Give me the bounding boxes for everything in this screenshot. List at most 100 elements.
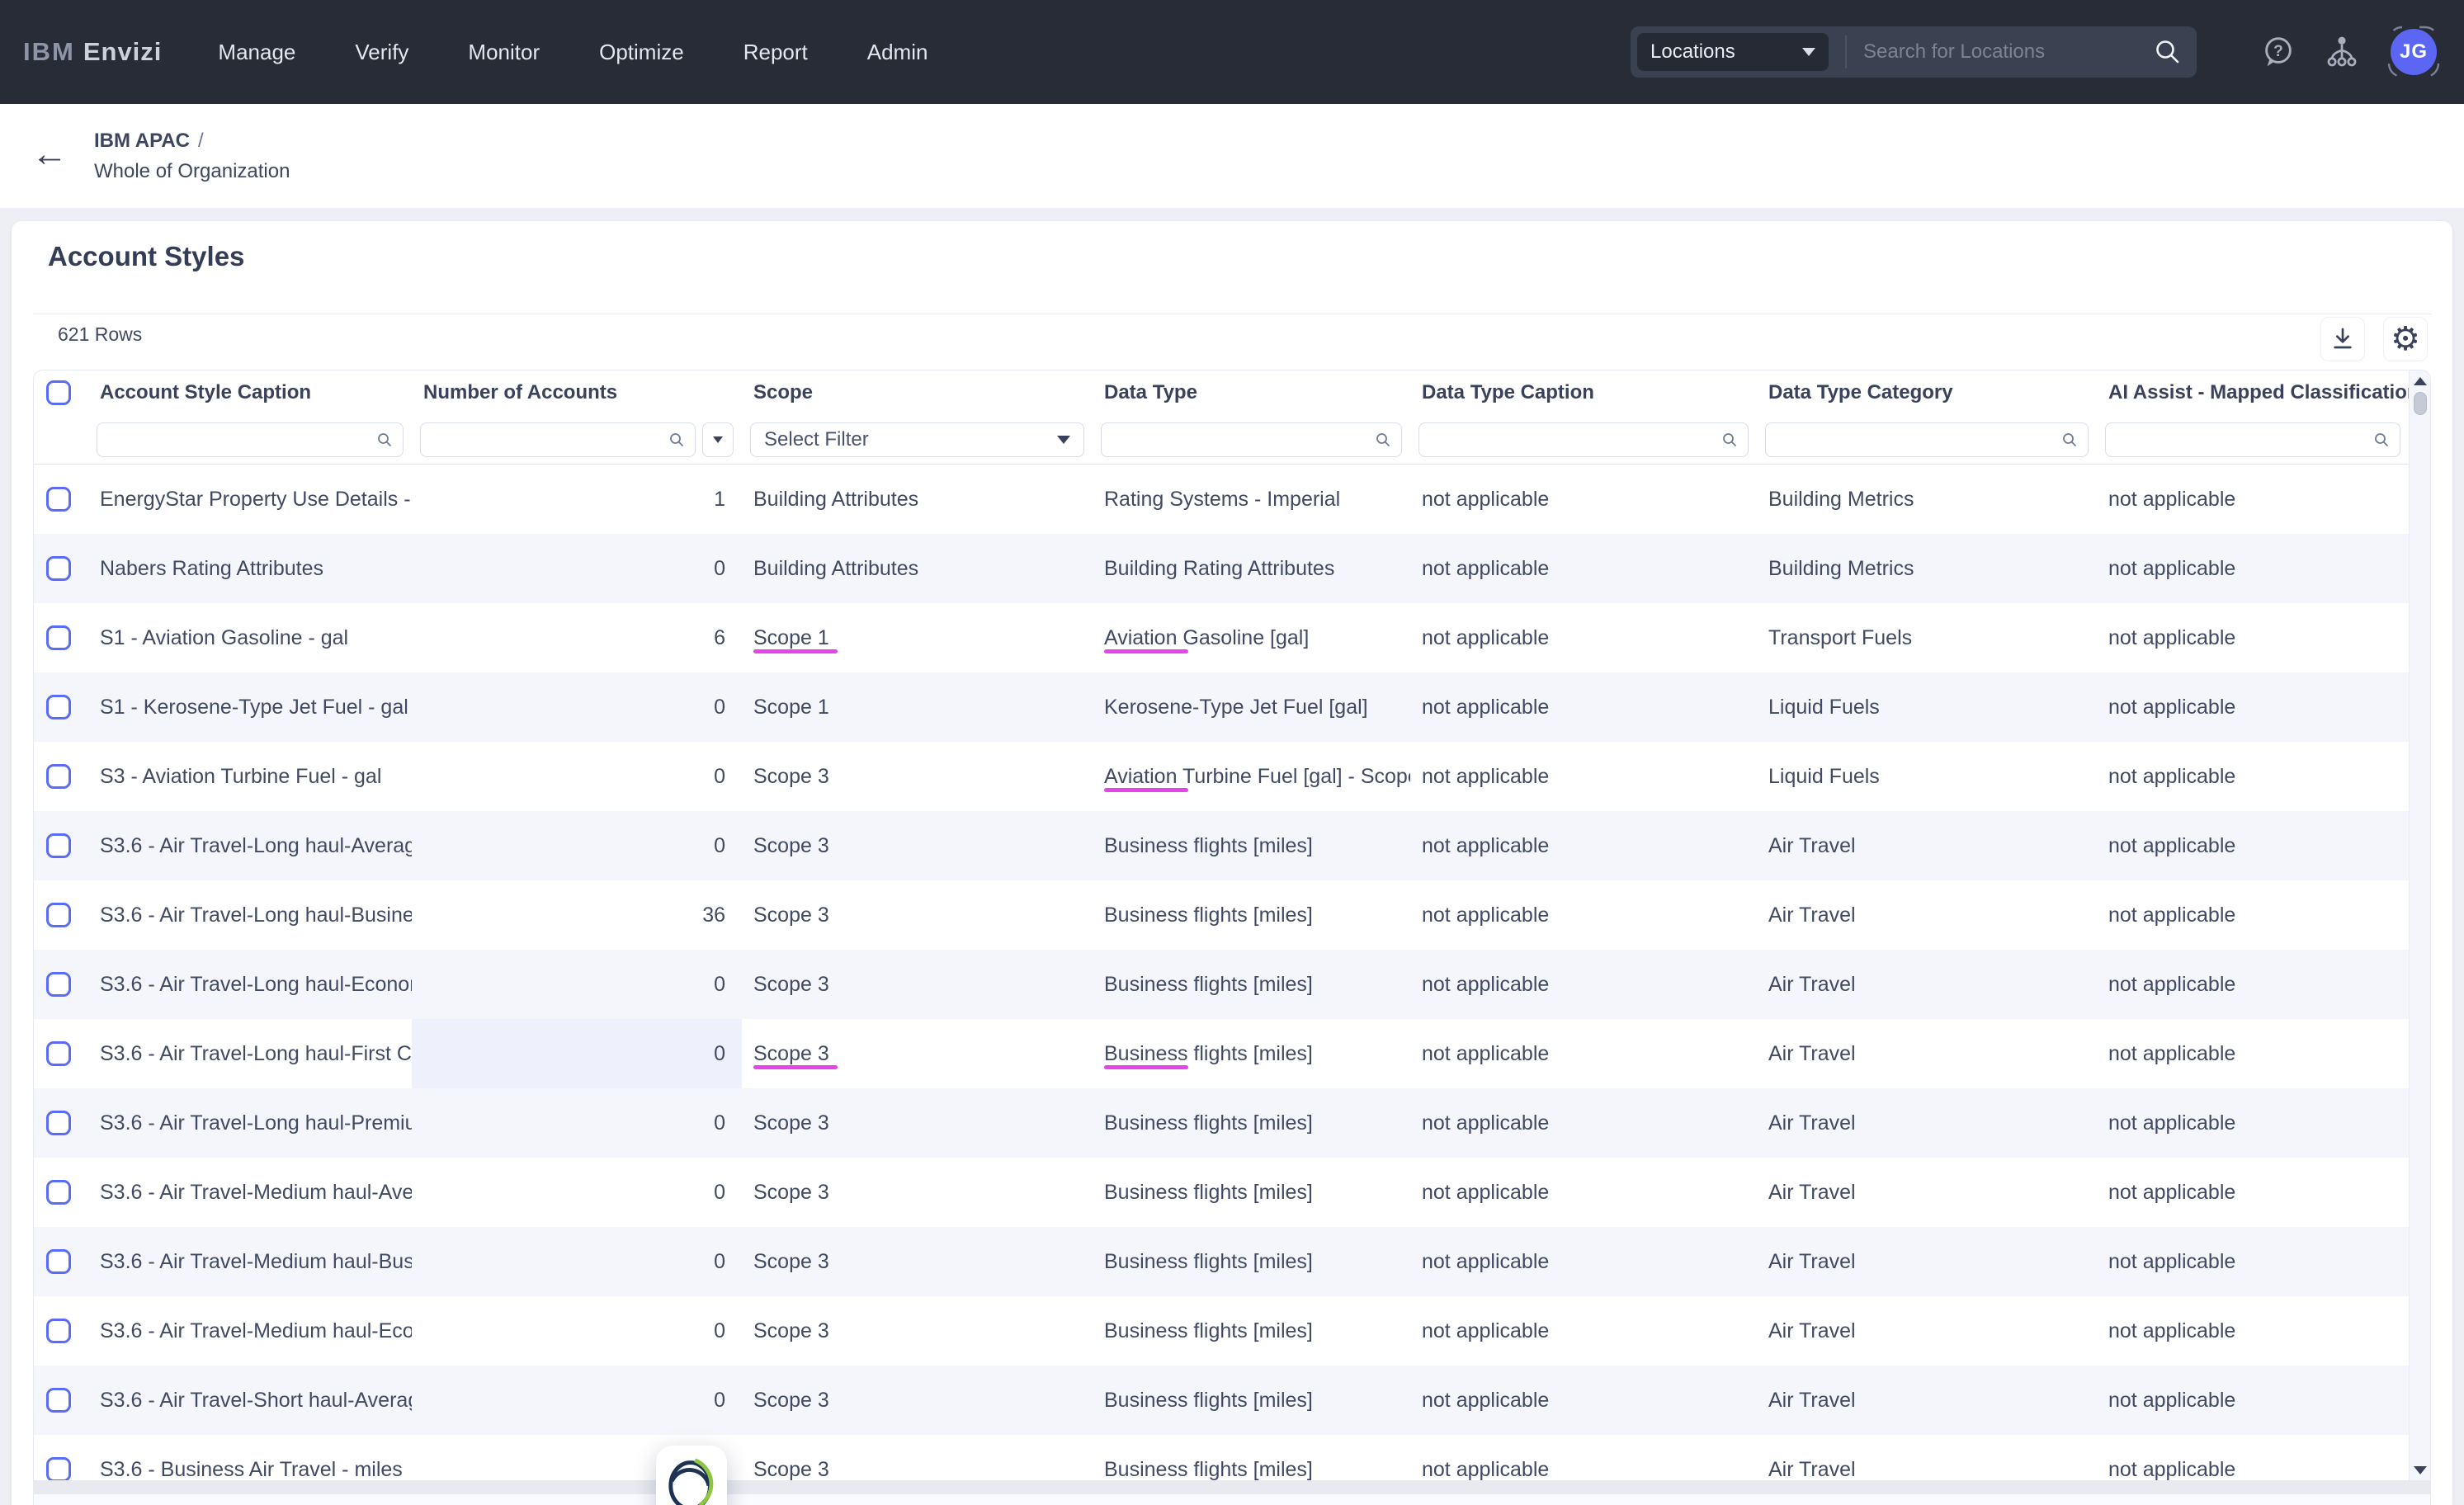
help-icon[interactable]: ? [2259,33,2297,71]
cell-data-type-category: Liquid Fuels [1757,672,2097,742]
select-all-checkbox[interactable] [46,380,71,405]
table-body: EnergyStar Property Use Details - O... 1… [34,465,2409,1504]
scroll-up-arrow-icon[interactable] [2414,377,2427,385]
row-checkbox[interactable] [46,1041,71,1066]
cell-scope: Scope 3 [742,1296,1093,1366]
cell-data-type-category: Air Travel [1757,880,2097,950]
back-button[interactable]: ← [31,136,68,172]
org-hierarchy-icon[interactable] [2324,34,2360,70]
cell-number-of-accounts: 0 [412,811,742,880]
grid-bottom-cover [34,1494,2430,1505]
filter-data-type-input[interactable] [1102,423,1401,456]
cell-account-style-caption: S3.6 - Air Travel-Long haul-Busines... [88,880,412,950]
table-row[interactable]: S3.6 - Air Travel-Long haul-Premiu... 0 … [34,1088,2409,1158]
cell-scope: Scope 1 [742,672,1093,742]
filter-scope-select[interactable]: Select Filter [750,422,1084,457]
row-checkbox[interactable] [46,487,71,512]
table-toolbar-actions: ⚙ [2320,317,2428,361]
table-row[interactable]: S1 - Aviation Gasoline - gal 6 Scope 1 A… [34,603,2409,672]
row-checkbox[interactable] [46,1319,71,1343]
cell-ai-assist: not applicable [2097,1088,2409,1158]
row-checkbox[interactable] [46,972,71,997]
table-row[interactable]: Nabers Rating Attributes 0 Building Attr… [34,534,2409,603]
cell-number-of-accounts: 0 [412,1296,742,1366]
table-row[interactable]: S3.6 - Air Travel-Medium haul-Busi... 0 … [34,1227,2409,1296]
filter-data-type-category-input[interactable] [1766,423,2088,456]
row-checkbox[interactable] [46,764,71,789]
cell-account-style-caption: S3.6 - Air Travel-Medium haul-Busi... [88,1227,412,1296]
filter-data-type-caption-input[interactable] [1419,423,1748,456]
cell-data-type-caption: not applicable [1410,1158,1757,1227]
col-header-account-style-caption[interactable]: Account Style Caption [88,381,412,404]
filter-ai-assist-input[interactable] [2106,423,2400,456]
envizi-logo[interactable]: IBM Envizi [23,37,162,67]
breadcrumb-parent[interactable]: IBM APAC [94,130,190,152]
search-input[interactable] [1847,40,2154,64]
row-checkbox[interactable] [46,1457,71,1482]
cell-account-style-caption: S3 - Aviation Turbine Fuel - gal [88,742,412,811]
row-checkbox[interactable] [46,695,71,719]
cell-number-of-accounts: 0 [412,742,742,811]
row-checkbox[interactable] [46,556,71,581]
vertical-scrollbar[interactable] [2409,370,2430,1481]
row-checkbox[interactable] [46,1249,71,1274]
cell-number-of-accounts: 0 [412,1366,742,1435]
col-header-data-type-caption[interactable]: Data Type Caption [1410,381,1757,404]
cell-data-type: Business flights [miles] [1093,1366,1410,1435]
nav-item-monitor[interactable]: Monitor [468,40,540,65]
cell-data-type-category: Air Travel [1757,1088,2097,1158]
svg-text:?: ? [2273,43,2283,60]
table-row[interactable]: S1 - Kerosene-Type Jet Fuel - gal 0 Scop… [34,672,2409,742]
row-checkbox[interactable] [46,833,71,858]
table-row[interactable]: S3.6 - Air Travel-Long haul-Econom... 0 … [34,950,2409,1019]
nav-item-manage[interactable]: Manage [218,40,295,65]
col-header-data-type-category[interactable]: Data Type Category [1757,381,2097,404]
table-row[interactable]: S3.6 - Air Travel-Short haul-Averag... 0… [34,1366,2409,1435]
search-icon[interactable] [2154,38,2182,66]
table-row[interactable]: EnergyStar Property Use Details - O... 1… [34,465,2409,534]
table-row[interactable]: S3.6 - Air Travel-Medium haul-Aver... 0 … [34,1158,2409,1227]
account-styles-card: Account Styles 621 Rows ⚙ Account Style … [12,221,2452,1505]
cell-data-type-caption: not applicable [1410,1088,1757,1158]
scroll-down-arrow-icon[interactable] [2414,1466,2427,1474]
col-header-scope[interactable]: Scope [742,381,1093,404]
row-checkbox[interactable] [46,625,71,650]
account-styles-grid: Account Style Caption Number of Accounts… [33,370,2431,1505]
cell-data-type-category: Air Travel [1757,811,2097,880]
filter-number-of-accounts-input[interactable] [421,423,695,456]
avatar-wrap: JG [2386,25,2441,79]
search-scope-select[interactable]: Locations [1637,33,1829,71]
download-button[interactable] [2320,317,2365,361]
nav-item-report[interactable]: Report [743,40,808,65]
navbar-actions: ? JG [2259,25,2441,79]
settings-button[interactable]: ⚙ [2383,317,2428,361]
cell-ai-assist: not applicable [2097,1296,2409,1366]
nav-item-admin[interactable]: Admin [867,40,928,65]
cell-number-of-accounts: 0 [412,534,742,603]
nav-item-verify[interactable]: Verify [355,40,408,65]
cell-number-of-accounts: 36 [412,880,742,950]
cell-account-style-caption: S3.6 - Air Travel-Short haul-Averag... [88,1366,412,1435]
cell-ai-assist: not applicable [2097,603,2409,672]
col-header-number-of-accounts[interactable]: Number of Accounts [412,381,742,404]
table-row[interactable]: S3 - Aviation Turbine Fuel - gal 0 Scope… [34,742,2409,811]
cell-data-type: Business flights [miles] [1093,1158,1410,1227]
row-checkbox[interactable] [46,1388,71,1413]
cell-data-type: Business flights [miles] [1093,1019,1410,1088]
row-checkbox[interactable] [46,1111,71,1135]
row-checkbox[interactable] [46,903,71,927]
vertical-scrollbar-thumb[interactable] [2414,392,2427,415]
col-header-data-type[interactable]: Data Type [1093,381,1410,404]
filter-number-of-accounts-operator[interactable] [702,422,734,457]
table-row[interactable]: S3.6 - Air Travel-Long haul-First Cl... … [34,1019,2409,1088]
table-row[interactable]: S3.6 - Air Travel-Long haul-Busines... 3… [34,880,2409,950]
nav-item-optimize[interactable]: Optimize [599,40,684,65]
table-row[interactable]: S3.6 - Air Travel-Long haul-Averag... 0 … [34,811,2409,880]
row-checkbox[interactable] [46,1180,71,1205]
filter-account-style-caption-input[interactable] [97,423,403,456]
cell-account-style-caption: S1 - Aviation Gasoline - gal [88,603,412,672]
col-header-ai-assist[interactable]: AI Assist - Mapped Classification [2097,381,2409,404]
horizontal-scrollbar[interactable] [34,1480,2430,1494]
table-row[interactable]: S3.6 - Air Travel-Medium haul-Econ... 0 … [34,1296,2409,1366]
cell-ai-assist: not applicable [2097,742,2409,811]
